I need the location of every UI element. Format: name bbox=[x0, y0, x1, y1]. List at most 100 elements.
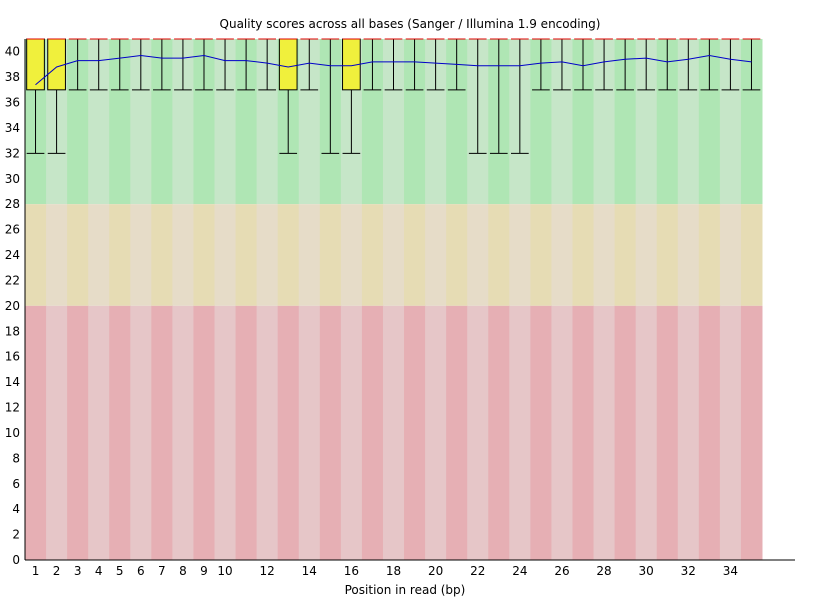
band-poor-column bbox=[193, 305, 216, 560]
box-plot-position-15 bbox=[321, 38, 340, 154]
x-tick-label: 30 bbox=[639, 564, 654, 578]
box-plot-position-4 bbox=[89, 38, 108, 91]
band-good-column bbox=[361, 39, 384, 205]
y-tick-label: 14 bbox=[5, 375, 20, 389]
box-plots bbox=[26, 38, 761, 154]
band-poor-column bbox=[109, 305, 131, 560]
band-reasonable-column bbox=[340, 204, 363, 306]
band-reasonable-column bbox=[193, 204, 216, 306]
band-poor-column bbox=[572, 305, 595, 560]
band-reasonable-column bbox=[425, 204, 447, 306]
band-reasonable-column bbox=[404, 204, 426, 306]
band-good-column bbox=[656, 39, 679, 205]
y-tick-label: 40 bbox=[5, 45, 20, 59]
x-tick-label: 5 bbox=[116, 564, 124, 578]
x-tick-label: 26 bbox=[554, 564, 569, 578]
box-plot-position-11 bbox=[237, 38, 255, 91]
band-good-column bbox=[382, 39, 405, 205]
band-reasonable-column bbox=[509, 204, 531, 306]
box-plot-position-5 bbox=[110, 38, 129, 91]
box-plot-position-12 bbox=[258, 38, 277, 91]
band-reasonable-column bbox=[46, 204, 68, 306]
band-reasonable-column bbox=[719, 204, 742, 306]
band-good-column bbox=[193, 39, 216, 205]
box-plot-position-19 bbox=[405, 38, 424, 91]
box-plot-position-24 bbox=[510, 38, 529, 154]
band-good-column bbox=[677, 39, 700, 205]
y-tick-label: 2 bbox=[12, 528, 20, 542]
band-poor-column bbox=[361, 305, 384, 560]
box-iqr bbox=[47, 38, 66, 91]
box-iqr bbox=[26, 38, 45, 91]
box-iqr bbox=[278, 38, 298, 91]
quality-bands bbox=[25, 39, 763, 560]
band-good-column bbox=[298, 39, 321, 205]
band-reasonable-column bbox=[67, 204, 89, 306]
y-tick-label: 24 bbox=[5, 248, 20, 262]
box-plot-position-7 bbox=[153, 38, 171, 91]
box-plot-position-34 bbox=[721, 38, 740, 91]
band-reasonable-column bbox=[467, 204, 489, 306]
x-tick-label: 3 bbox=[74, 564, 82, 578]
y-tick-label: 10 bbox=[5, 426, 20, 440]
band-reasonable-column bbox=[740, 204, 763, 306]
x-tick-label: 14 bbox=[302, 564, 317, 578]
chart-title: Quality scores across all bases (Sanger … bbox=[220, 17, 601, 31]
band-poor-column bbox=[740, 305, 763, 560]
box-plot-position-20 bbox=[426, 38, 445, 91]
box-plot-position-23 bbox=[489, 38, 508, 154]
band-poor-column bbox=[509, 305, 531, 560]
band-reasonable-column bbox=[572, 204, 595, 306]
box-plot-position-14 bbox=[300, 38, 319, 91]
band-good-column bbox=[88, 39, 110, 205]
band-poor-column bbox=[404, 305, 426, 560]
y-tick-label: 32 bbox=[5, 146, 20, 160]
band-reasonable-column bbox=[25, 204, 47, 306]
box-plot-position-6 bbox=[131, 38, 150, 91]
band-poor-column bbox=[340, 305, 363, 560]
x-tick-label: 28 bbox=[596, 564, 611, 578]
box-plot-position-1 bbox=[26, 38, 45, 154]
x-tick-label: 4 bbox=[95, 564, 103, 578]
band-reasonable-column bbox=[319, 204, 342, 306]
band-poor-column bbox=[593, 305, 616, 560]
y-tick-label: 22 bbox=[5, 273, 20, 287]
band-poor-column bbox=[172, 305, 194, 560]
box-plot-position-3 bbox=[68, 38, 87, 91]
band-reasonable-column bbox=[698, 204, 721, 306]
band-poor-column bbox=[382, 305, 405, 560]
x-tick-label: 10 bbox=[217, 564, 232, 578]
box-plot-position-25 bbox=[532, 38, 550, 91]
y-tick-label: 8 bbox=[12, 451, 20, 465]
box-plot-position-32 bbox=[679, 38, 698, 91]
band-poor-column bbox=[677, 305, 700, 560]
band-reasonable-column bbox=[446, 204, 468, 306]
x-tick-label: 20 bbox=[428, 564, 443, 578]
band-good-column bbox=[698, 39, 721, 205]
box-plot-position-17 bbox=[363, 38, 382, 91]
band-good-column bbox=[572, 39, 595, 205]
x-tick-label: 32 bbox=[681, 564, 696, 578]
band-reasonable-column bbox=[488, 204, 510, 306]
band-good-column bbox=[151, 39, 173, 205]
y-tick-label: 38 bbox=[5, 70, 20, 84]
y-tick-label: 20 bbox=[5, 299, 20, 313]
band-poor-column bbox=[235, 305, 258, 560]
x-tick-label: 22 bbox=[470, 564, 485, 578]
y-tick-label: 4 bbox=[12, 502, 20, 516]
band-poor-column bbox=[656, 305, 679, 560]
band-good-column bbox=[530, 39, 552, 205]
box-plot-position-29 bbox=[616, 38, 634, 91]
band-reasonable-column bbox=[214, 204, 237, 306]
x-tick-label: 6 bbox=[137, 564, 145, 578]
mean-quality-line bbox=[35, 54, 752, 86]
band-poor-column bbox=[446, 305, 468, 560]
band-poor-column bbox=[488, 305, 510, 560]
band-reasonable-column bbox=[614, 204, 637, 306]
box-plot-position-22 bbox=[468, 38, 487, 154]
box-plot-position-28 bbox=[595, 38, 613, 91]
box-plot-position-13 bbox=[278, 38, 298, 154]
box-plot-position-9 bbox=[195, 38, 213, 91]
